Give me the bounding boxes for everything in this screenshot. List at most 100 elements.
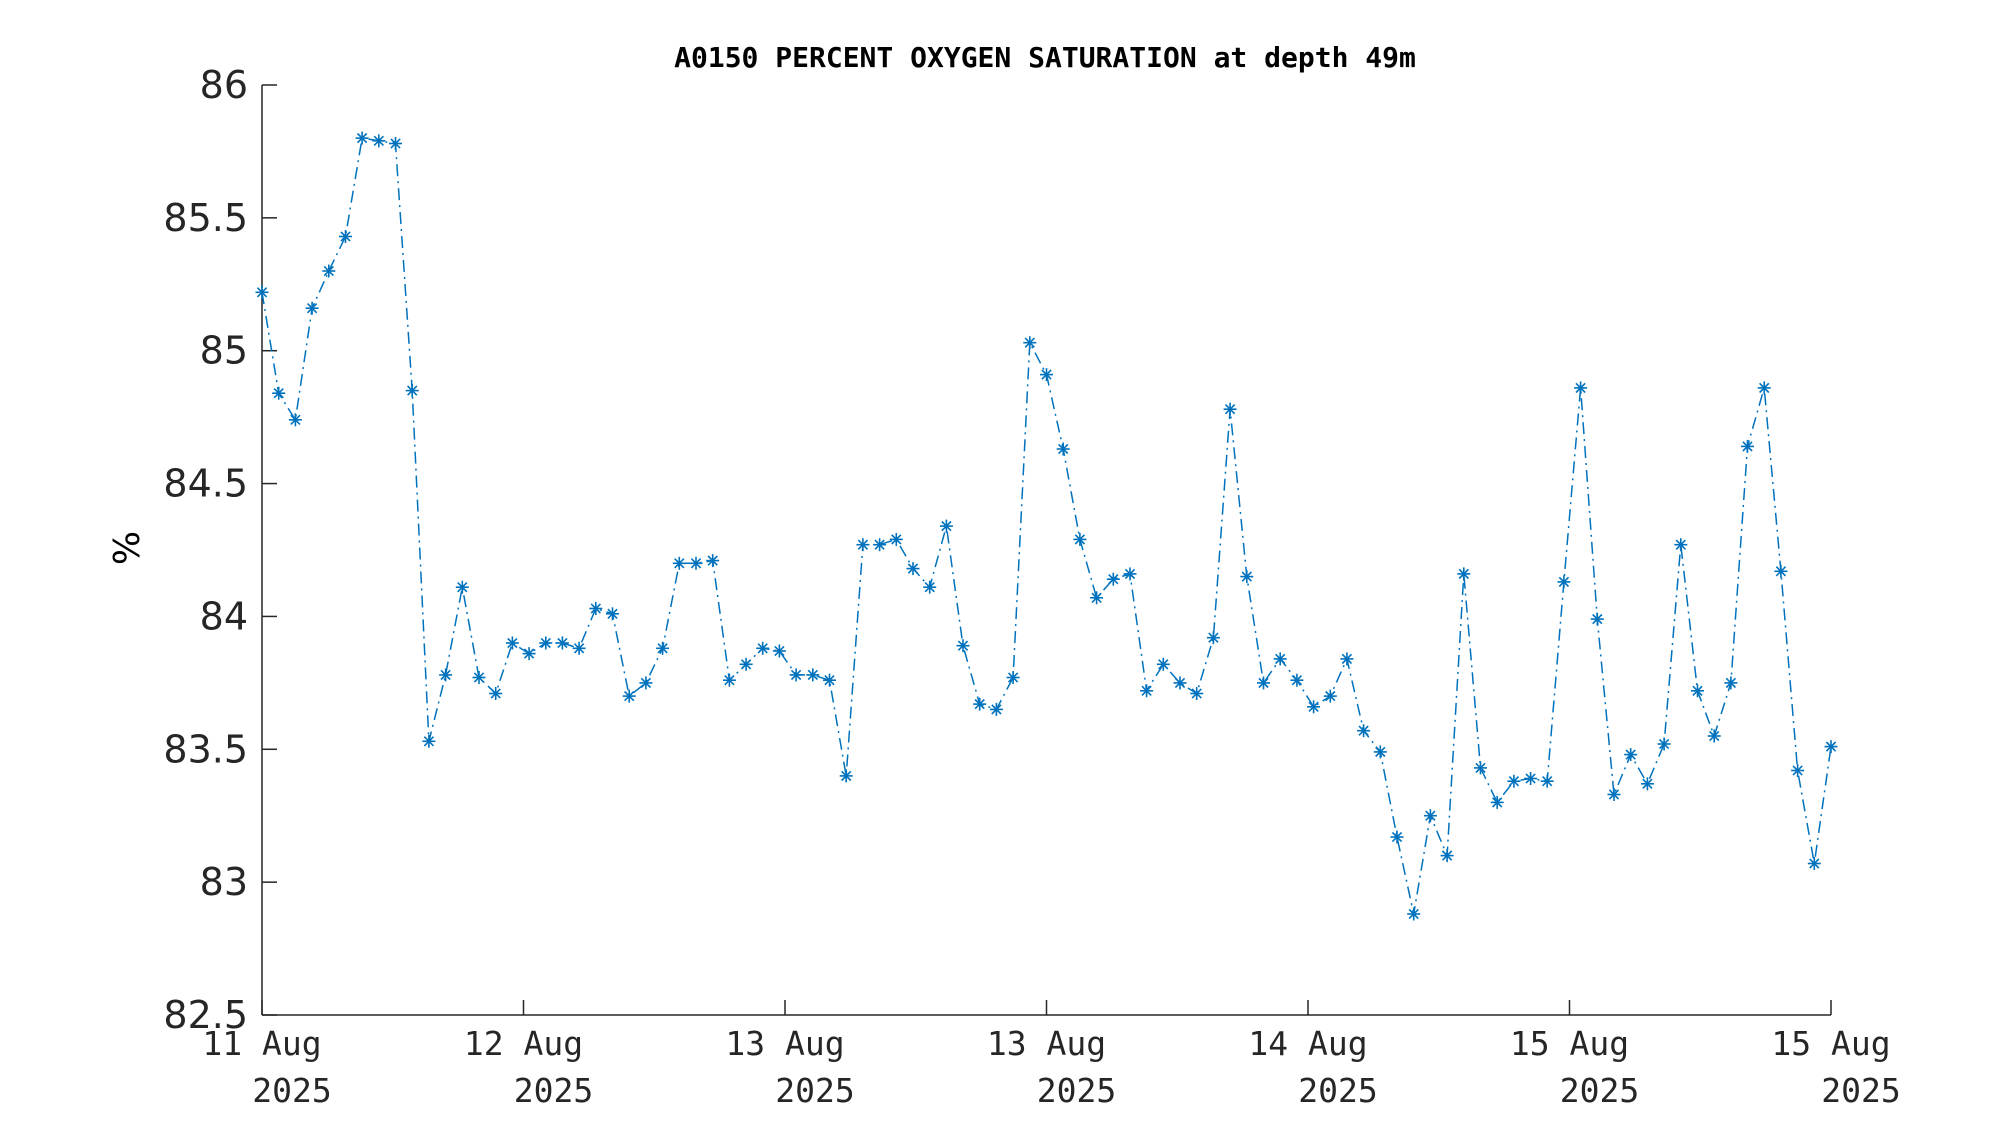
y-tick-label: 84.5 [163,462,248,506]
data-point [689,556,703,570]
data-point [1423,809,1437,823]
data-point [1774,564,1788,578]
x-tick-label-year: 2025 [1298,1071,1377,1110]
y-tick-label: 85.5 [163,196,248,240]
data-point [772,644,786,658]
x-tick-label: 11 Aug [202,1024,321,1063]
data-point [1657,737,1671,751]
data-point [639,676,653,690]
x-tick-label-year: 2025 [775,1071,854,1110]
data-point [622,689,636,703]
data-point [606,607,619,621]
data-point [489,687,503,700]
y-tick-label: 84 [200,594,248,638]
data-point [923,580,937,594]
data-point [1640,777,1654,791]
x-tick-label: 12 Aug [464,1024,583,1063]
data-point [422,734,436,748]
data-point [1290,673,1304,687]
y-axis-label: % [107,531,148,565]
data-point [1707,729,1721,743]
data-point [288,413,302,427]
data-point [1140,684,1154,698]
y-tick-label: 83 [200,860,248,904]
data-point [1490,795,1504,809]
data-point [906,562,920,576]
data-point [806,668,820,682]
y-tick-label: 85 [200,329,248,373]
data-point [1073,532,1087,546]
data-point [672,556,686,570]
data-point [589,602,603,615]
data-point [1791,764,1805,777]
data-point [1590,612,1604,626]
data-point [722,673,736,687]
data-point [522,647,536,661]
data-point [789,668,803,682]
data-point [539,636,553,650]
data-point [1357,724,1371,738]
data-point [873,538,887,552]
data-point [1206,631,1220,645]
data-point [1691,684,1704,698]
data-point [1724,676,1738,690]
data-point [272,386,286,400]
data-point [1123,567,1137,581]
data-point [1273,652,1287,666]
data-point [389,137,402,150]
x-tick-label: 15 Aug [1771,1024,1890,1063]
data-point [656,641,670,655]
data-point [355,131,369,145]
data-point [1507,774,1521,788]
data-point [1173,676,1187,690]
data-point [372,134,386,148]
data-point [1006,671,1020,684]
data-point [1524,772,1538,785]
data-point [1407,907,1421,921]
data-point [1674,538,1688,552]
data-point [1090,591,1104,605]
data-point [1824,740,1838,754]
data-point [1807,857,1821,870]
y-tick-label: 83.5 [163,727,248,771]
data-point [1040,368,1053,382]
x-tick-label: 14 Aug [1248,1024,1367,1063]
data-point [1390,830,1404,844]
data-point [973,697,987,711]
x-tick-label: 13 Aug [725,1024,844,1063]
data-point [989,702,1003,716]
axes: 82.5 83 83.5 84 84.5 85 85.5 86 11 Aug 2025 12 Aug… [163,63,1900,1110]
data-point [1340,652,1354,666]
data-point [1741,439,1754,453]
data-point [1323,689,1337,703]
data-point [1574,381,1588,395]
x-tick-label: 13 Aug [987,1024,1106,1063]
data-point [1190,687,1204,700]
data-point [1223,402,1237,416]
data-point [1307,700,1321,714]
series-line [261,137,1832,915]
data-point [706,554,720,568]
data-point [1373,745,1387,759]
x-tick-label-year: 2025 [252,1071,331,1110]
data-point [455,580,469,594]
data-point [505,636,519,650]
data-point [739,657,753,671]
x-tick-label-year: 2025 [1037,1071,1116,1110]
data-point [322,264,336,278]
data-point [255,285,269,299]
data-point [472,671,486,684]
y-tick-label: 86 [200,63,248,107]
x-tick-label: 15 Aug [1510,1024,1629,1063]
data-point [339,230,352,243]
data-point [1474,761,1487,775]
series-layer [255,131,1838,921]
data-point [1557,575,1571,589]
data-point [1624,748,1638,762]
data-point [1440,849,1454,863]
data-point [1056,442,1070,456]
data-point [555,636,569,650]
y-tick-label: 82.5 [163,993,248,1037]
